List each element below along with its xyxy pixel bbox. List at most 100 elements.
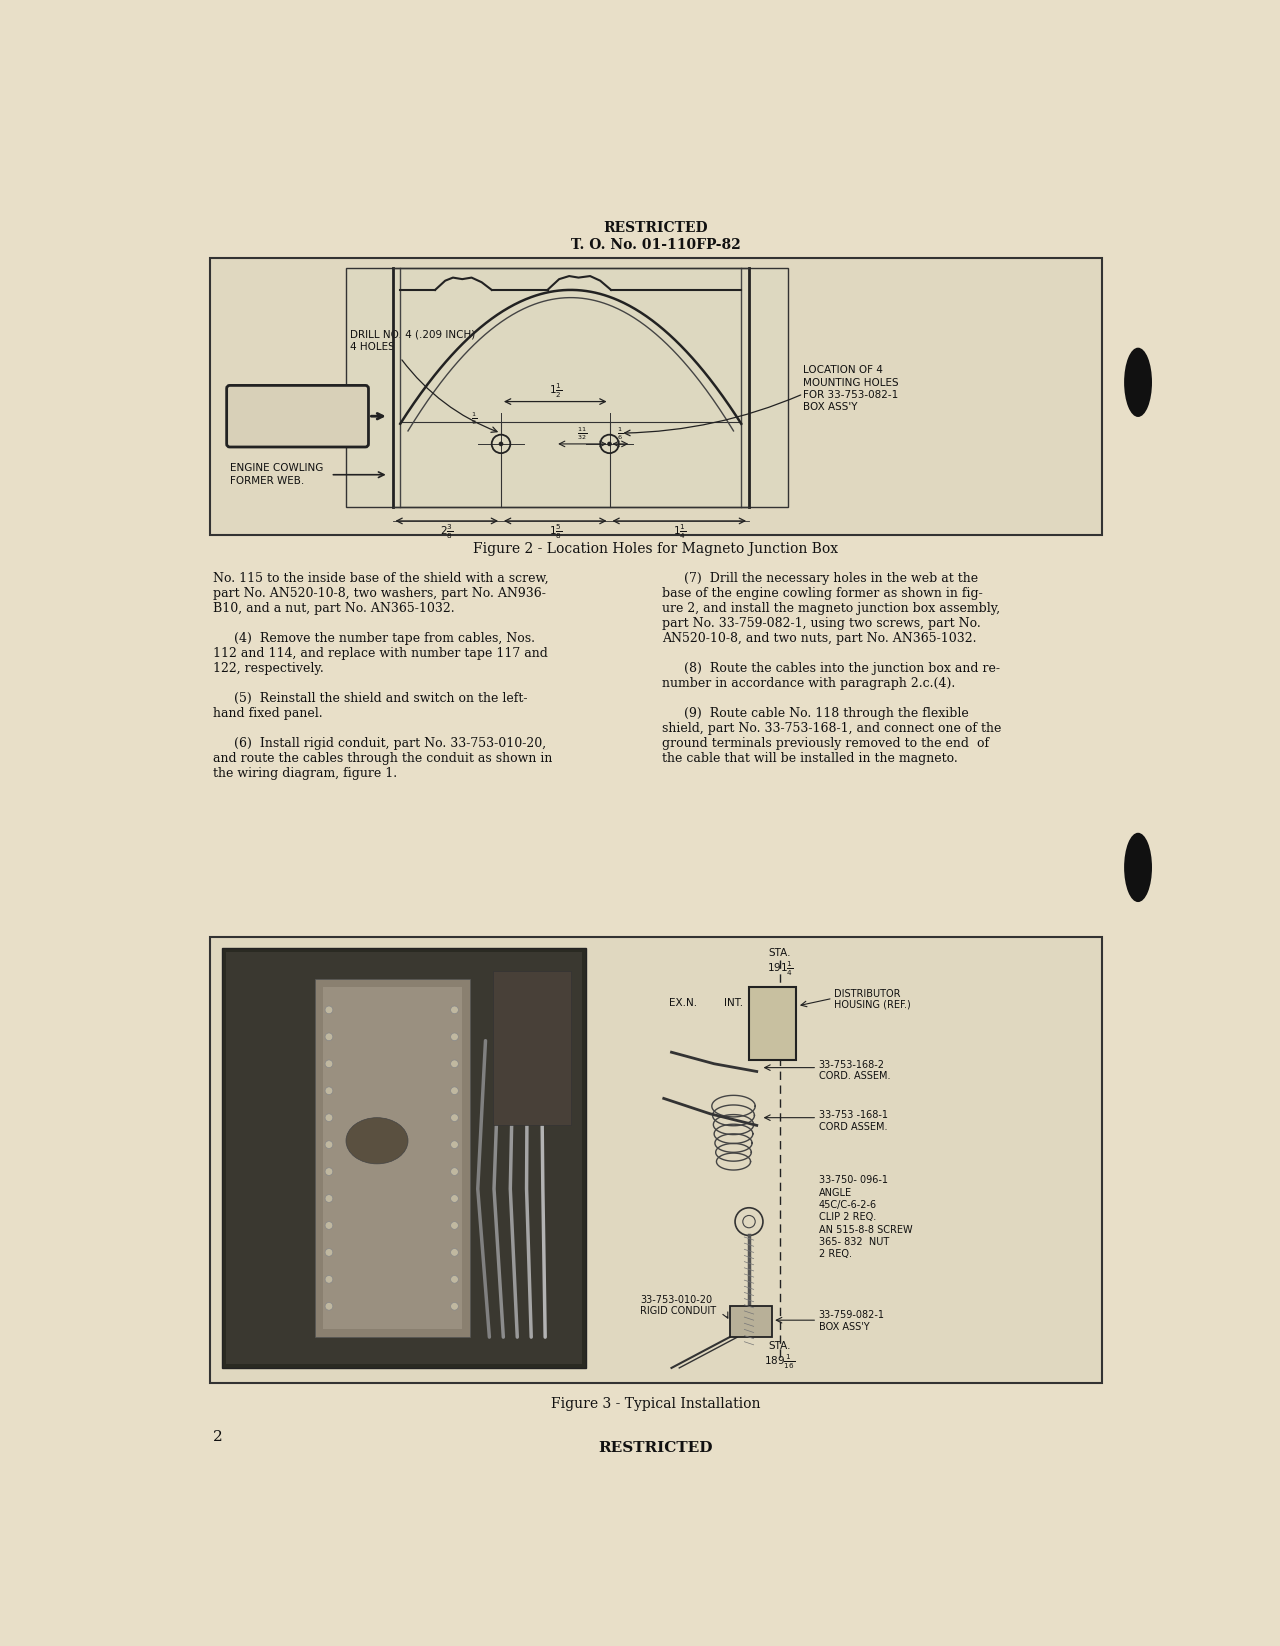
Circle shape [325,1006,333,1014]
Circle shape [325,1167,333,1175]
Text: ENGINE COWLING: ENGINE COWLING [229,463,323,472]
Text: CORD. ASSEM.: CORD. ASSEM. [819,1072,891,1081]
Text: base of the engine cowling former as shown in fig-: base of the engine cowling former as sho… [662,586,983,599]
Text: FOR 33-753-082-1: FOR 33-753-082-1 [804,390,899,400]
Text: $1\frac{1}{4}$: $1\frac{1}{4}$ [672,522,686,542]
Text: (5)  Reinstall the shield and switch on the left-: (5) Reinstall the shield and switch on t… [234,691,527,704]
Circle shape [451,1249,458,1256]
Text: CLIP 2 REQ.: CLIP 2 REQ. [819,1213,876,1223]
Text: 33-753-010-20: 33-753-010-20 [640,1295,713,1305]
Text: 4 HOLES: 4 HOLES [349,342,394,352]
Bar [315,979,470,1337]
Ellipse shape [346,1118,408,1164]
Text: ure 2, and install the magneto junction box assembly,: ure 2, and install the magneto junction … [662,602,1001,614]
Text: No. 115 to the inside base of the shield with a screw,: No. 115 to the inside base of the shield… [212,571,548,584]
Text: RESTRICTED: RESTRICTED [604,221,708,235]
Text: (8)  Route the cables into the junction box and re-: (8) Route the cables into the junction b… [684,662,1000,675]
Text: 365- 832  NUT: 365- 832 NUT [819,1238,890,1248]
Circle shape [451,1302,458,1310]
Text: 2: 2 [212,1429,223,1444]
Text: the cable that will be installed in the magneto.: the cable that will be installed in the … [662,752,957,765]
Text: BOX ASS'Y: BOX ASS'Y [804,402,858,413]
Text: part No. AN520-10-8, two washers, part No. AN936-: part No. AN520-10-8, two washers, part N… [212,586,545,599]
Bar [493,971,571,1126]
Circle shape [451,1060,458,1068]
Text: STA.: STA. [769,1341,791,1351]
Text: $\frac{1}{6}$: $\frac{1}{6}$ [617,425,623,441]
Text: $\frac{11}{32}$: $\frac{11}{32}$ [577,425,588,441]
Text: Figure 3 - Typical Installation: Figure 3 - Typical Installation [552,1397,760,1411]
Text: ground terminals previously removed to the end  of: ground terminals previously removed to t… [662,737,989,751]
Circle shape [451,1195,458,1202]
Circle shape [325,1034,333,1040]
Circle shape [451,1086,458,1095]
Text: 2 REQ.: 2 REQ. [819,1249,851,1259]
Bar [730,1307,772,1337]
Text: T. O. No. 01-110FP-82: T. O. No. 01-110FP-82 [571,237,741,252]
Text: 191$\frac{1}{4}$: 191$\frac{1}{4}$ [767,960,794,978]
Text: 33-753 -168-1: 33-753 -168-1 [819,1109,888,1119]
Bar [210,937,1102,1383]
Text: DISTRIBUTOR: DISTRIBUTOR [835,989,901,999]
Text: $1\frac{1}{2}$: $1\frac{1}{2}$ [549,382,562,400]
Text: CORD ASSEM.: CORD ASSEM. [819,1121,887,1131]
Text: (6)  Install rigid conduit, part No. 33-753-010-20,: (6) Install rigid conduit, part No. 33-7… [234,737,547,751]
Circle shape [325,1114,333,1121]
Text: MOUNTING HOLES: MOUNTING HOLES [804,377,899,388]
Text: hand fixed panel.: hand fixed panel. [212,706,323,719]
Text: 112 and 114, and replace with number tape 117 and: 112 and 114, and replace with number tap… [212,647,548,660]
Text: (9)  Route cable No. 118 through the flexible: (9) Route cable No. 118 through the flex… [684,706,969,719]
Circle shape [451,1006,458,1014]
Bar [323,986,462,1330]
Text: 189$\frac{1}{16}$: 189$\frac{1}{16}$ [764,1353,796,1371]
Circle shape [325,1221,333,1230]
Text: VIEW LOOKING: VIEW LOOKING [259,395,337,405]
Text: DRILL NO. 4 (.209 INCH): DRILL NO. 4 (.209 INCH) [349,329,475,341]
Text: STA.: STA. [769,948,791,958]
Circle shape [325,1249,333,1256]
Text: RIGID CONDUIT: RIGID CONDUIT [640,1307,717,1317]
Text: INT.: INT. [724,999,744,1009]
Circle shape [451,1276,458,1284]
Text: (7)  Drill the necessary holes in the web at the: (7) Drill the necessary holes in the web… [684,571,978,584]
Text: 33-753-168-2: 33-753-168-2 [819,1060,884,1070]
Circle shape [607,441,612,446]
Bar [221,948,586,1368]
Text: AN 515-8-8 SCREW: AN 515-8-8 SCREW [819,1225,913,1234]
Text: FORMER WEB.: FORMER WEB. [229,476,305,486]
Text: 122, respectively.: 122, respectively. [212,662,324,675]
Ellipse shape [1124,347,1152,416]
Text: BOX ASS'Y: BOX ASS'Y [819,1322,869,1332]
Text: B10, and a nut, part No. AN365-1032.: B10, and a nut, part No. AN365-1032. [212,602,454,614]
Circle shape [325,1141,333,1149]
Circle shape [451,1141,458,1149]
Text: HOUSING (REF.): HOUSING (REF.) [835,999,911,1011]
Text: $\frac{1}{6}$: $\frac{1}{6}$ [471,410,477,426]
Text: ANGLE: ANGLE [819,1188,852,1198]
Circle shape [499,441,503,446]
Text: part No. 33-759-082-1, using two screws, part No.: part No. 33-759-082-1, using two screws,… [662,617,980,630]
Circle shape [325,1302,333,1310]
Bar [225,951,582,1365]
Text: 33-759-082-1: 33-759-082-1 [819,1310,884,1320]
Ellipse shape [1124,833,1152,902]
Text: AN520-10-8, and two nuts, part No. AN365-1032.: AN520-10-8, and two nuts, part No. AN365… [662,632,977,645]
Text: 45C/C-6-2-6: 45C/C-6-2-6 [819,1200,877,1210]
Text: and route the cables through the conduit as shown in: and route the cables through the conduit… [212,752,552,765]
Text: $2\frac{3}{8}$: $2\frac{3}{8}$ [440,522,453,542]
Text: LOCATION OF 4: LOCATION OF 4 [804,365,883,375]
Text: the wiring diagram, figure 1.: the wiring diagram, figure 1. [212,767,397,780]
Text: EX.N.: EX.N. [669,999,698,1009]
Circle shape [451,1114,458,1121]
Text: shield, part No. 33-753-168-1, and connect one of the: shield, part No. 33-753-168-1, and conne… [662,723,1001,734]
Circle shape [325,1060,333,1068]
Text: Figure 2 - Location Holes for Magneto Junction Box: Figure 2 - Location Holes for Magneto Ju… [474,543,838,556]
Text: FORWARD: FORWARD [242,408,353,428]
Text: $1\frac{5}{8}$: $1\frac{5}{8}$ [549,522,562,542]
Circle shape [325,1276,333,1284]
Circle shape [451,1034,458,1040]
Bar [749,986,795,1060]
Circle shape [325,1086,333,1095]
Text: 33-750- 096-1: 33-750- 096-1 [819,1175,888,1185]
Circle shape [451,1167,458,1175]
